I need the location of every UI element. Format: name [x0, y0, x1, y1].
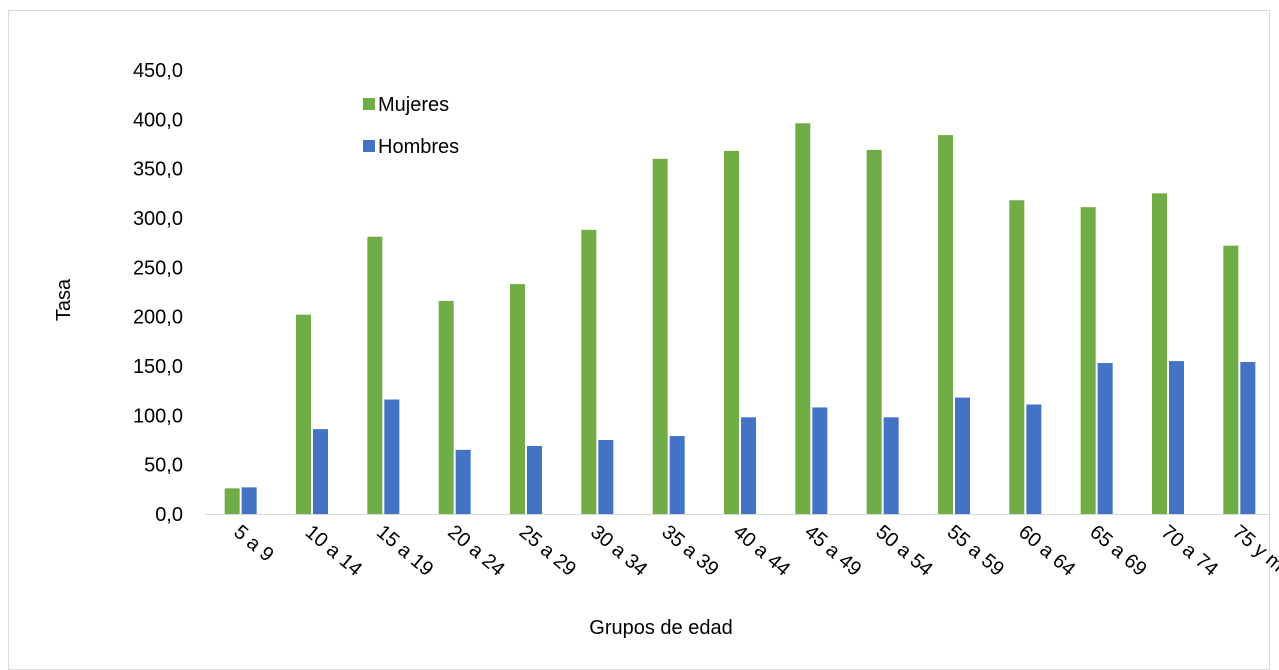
y-tick-label: 350,0 [133, 159, 183, 181]
bar-mujeres-10 [866, 149, 882, 515]
bar-mujeres-12 [1009, 200, 1025, 515]
x-tick-label: 65 a 69 [1085, 521, 1150, 581]
legend-label-mujeres: Mujeres [378, 94, 449, 116]
bar-mujeres-13 [1080, 207, 1096, 514]
x-tick-label: 25 a 29 [515, 521, 580, 581]
legend: Mujeres Hombres [363, 94, 459, 158]
bar-hombres-5 [527, 445, 542, 514]
x-tick-label: 55 a 59 [943, 521, 1008, 581]
bar-hombres-6 [598, 440, 614, 514]
bar-mujeres-7 [652, 158, 668, 515]
x-tick-label: 15 a 19 [372, 521, 437, 581]
legend-swatch-mujeres [363, 98, 375, 110]
bar-mujeres-1 [224, 488, 240, 514]
bar-hombres-12 [1026, 404, 1042, 514]
bar-hombres-13 [1097, 363, 1113, 514]
x-tick-label: 40 a 44 [729, 521, 794, 581]
bar-mujeres-3 [367, 236, 383, 514]
bar-hombres-3 [384, 399, 400, 514]
x-axis-title: Grupos de edad [589, 617, 732, 639]
legend-label-hombres: Hombres [378, 136, 459, 158]
y-tick-label: 400,0 [133, 109, 183, 131]
x-tick-label: 20 a 24 [443, 521, 508, 581]
bar-hombres-4 [455, 449, 471, 514]
bar-mujeres-8 [724, 150, 739, 514]
bar-hombres-11 [955, 397, 970, 514]
y-tick-label: 250,0 [133, 257, 183, 279]
bar-mujeres-14 [1152, 193, 1167, 515]
y-axis: 0,0 50,0 100,0 150,0 200,0 250,0 300,0 350,0 400… [133, 60, 183, 526]
bars [224, 123, 1256, 515]
y-tick-label: 100,0 [133, 405, 183, 427]
bar-hombres-2 [313, 429, 328, 514]
bar-hombres-1 [241, 487, 257, 514]
bar-mujeres-11 [938, 135, 953, 514]
bar-mujeres-6 [581, 229, 597, 514]
legend-swatch-hombres [363, 140, 375, 152]
bar-mujeres-9 [795, 123, 811, 514]
bar-hombres-15 [1240, 362, 1256, 514]
x-tick-label: 10 a 14 [301, 521, 366, 581]
y-tick-label: 200,0 [133, 307, 183, 329]
bar-hombres-9 [812, 407, 828, 514]
x-tick-label: 45 a 49 [800, 521, 865, 581]
bar-hombres-8 [741, 417, 756, 514]
bar-chart: 0,0 50,0 100,0 150,0 200,0 250,0 300,0 350,0 400… [53, 60, 1279, 639]
x-tick-label: 50 a 54 [871, 521, 936, 581]
x-tick-label: 35 a 39 [657, 521, 722, 581]
bar-mujeres-2 [296, 314, 311, 514]
bar-mujeres-15 [1223, 245, 1239, 515]
bar-hombres-7 [669, 436, 685, 514]
x-tick-label: 70 a 74 [1157, 521, 1222, 581]
bar-hombres-10 [883, 417, 899, 514]
bar-hombres-14 [1169, 361, 1184, 514]
chart-frame [8, 10, 1270, 670]
y-tick-label: 50,0 [144, 455, 183, 477]
x-tick-label: 60 a 64 [1014, 521, 1079, 581]
y-tick-label: 450,0 [133, 60, 183, 82]
x-axis: 5 a 9 10 a 14 15 a 19 20 a 24 25 a 29 30 a 34… [205, 514, 1279, 590]
y-tick-label: 300,0 [133, 208, 183, 230]
x-tick-label: 5 a 9 [229, 521, 277, 566]
x-tick-label: 30 a 34 [586, 521, 651, 581]
bar-mujeres-5 [510, 284, 525, 514]
y-tick-label: 150,0 [133, 356, 183, 378]
x-tick-label: 75 y más [1228, 521, 1279, 590]
y-axis-title: Tasa [53, 278, 75, 321]
y-tick-label: 0,0 [155, 504, 183, 526]
bar-mujeres-4 [438, 300, 454, 514]
